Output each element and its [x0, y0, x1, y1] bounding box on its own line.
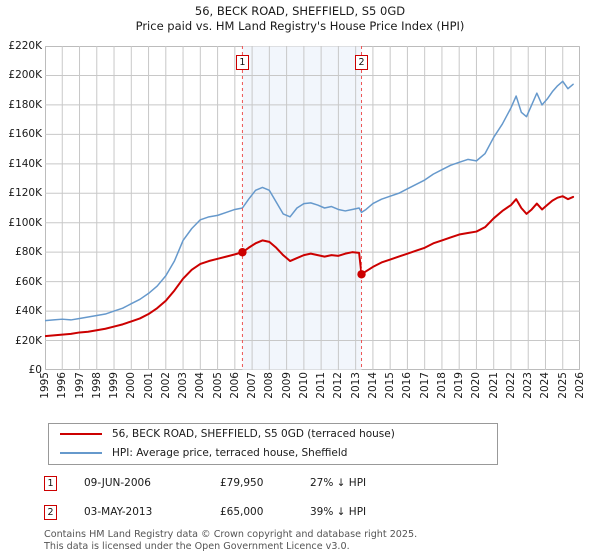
sale-date-1: 09-JUN-2006 [84, 477, 151, 489]
x-axis-tick-label: 2024 [539, 372, 552, 399]
x-axis-tick-label: 2010 [297, 372, 310, 399]
legend-row-hpi: HPI: Average price, terraced house, Shef… [49, 443, 497, 462]
x-axis-tick-label: 2019 [453, 372, 466, 399]
x-axis-tick-label: 2008 [263, 372, 276, 399]
y-axis-tick-label: £220K [8, 40, 42, 52]
footer-line-2: This data is licensed under the Open Gov… [44, 540, 350, 552]
chart-title-block: 56, BECK ROAD, SHEFFIELD, S5 0GD Price p… [0, 4, 600, 34]
x-axis-tick-label: 2004 [194, 372, 207, 399]
page-title: 56, BECK ROAD, SHEFFIELD, S5 0GD [194, 4, 406, 18]
footer-line-1: Contains HM Land Registry data © Crown c… [44, 529, 418, 540]
y-axis-tick-label: £40K [15, 305, 42, 318]
x-axis-tick-label: 2001 [142, 372, 155, 399]
sale-date-2: 03-MAY-2013 [84, 506, 153, 518]
y-axis-tick-label: £0 [28, 364, 42, 376]
x-axis-tick-label: 2017 [418, 372, 431, 399]
legend-row-price-paid: 56, BECK ROAD, SHEFFIELD, S5 0GD (terrac… [49, 424, 497, 443]
legend-label-price-paid: 56, BECK ROAD, SHEFFIELD, S5 0GD (terrac… [112, 427, 395, 440]
x-axis-tick-label: 2023 [522, 372, 535, 399]
x-axis-tick-label: 2015 [384, 372, 397, 399]
sale-badge-1: 1 [44, 476, 57, 491]
x-axis-tick-label: 2003 [177, 372, 190, 399]
marker-flag-2[interactable]: 2 [355, 55, 368, 70]
y-axis-tick-label: £120K [8, 187, 42, 200]
x-axis-tick-label: 1997 [73, 372, 86, 399]
y-axis-tick-label: £160K [8, 128, 42, 141]
legend-swatch-hpi [60, 451, 102, 454]
sale-price-2: £65,000 [220, 506, 264, 518]
x-axis-labels: 1995 1996 1997 1998 1999 2000 2001 2002 2003 2004… [39, 372, 586, 416]
chart-gridlines [45, 46, 580, 370]
x-axis-tick-label: 2012 [332, 372, 345, 399]
legend-swatch-price-paid [60, 432, 102, 435]
sale-delta-1: 27% ↓ HPI [310, 477, 367, 489]
page-subtitle: Price paid vs. HM Land Registry's House … [135, 19, 465, 33]
x-axis-tick-label: 2007 [246, 372, 259, 399]
sale-row-1[interactable]: 1 09-JUN-2006 £79,950 27% ↓ HPI [44, 476, 514, 494]
marker-flag-1[interactable]: 1 [235, 55, 249, 70]
x-axis-tick-label: 1998 [90, 372, 103, 399]
x-axis-tick-label: 2009 [280, 372, 293, 399]
x-axis-tick-label: 2025 [556, 372, 569, 399]
x-axis-tick-label: 2013 [349, 372, 362, 399]
footer-attribution: Contains HM Land Registry data © Crown c… [44, 529, 584, 552]
x-axis-tick-label: 2020 [470, 372, 483, 399]
y-axis-tick-label: £80K [15, 246, 42, 259]
x-axis-tick-label: 2022 [504, 372, 517, 399]
chart-plot-area[interactable] [45, 46, 580, 370]
y-axis-tick-label: £200K [8, 69, 42, 82]
highlight-band [242, 46, 362, 370]
x-axis-tick-label: 2002 [159, 372, 172, 399]
x-axis-tick-label: 2011 [315, 372, 328, 399]
legend-label-hpi: HPI: Average price, terraced house, Shef… [112, 446, 348, 459]
x-axis-tick-label: 2026 [574, 372, 586, 399]
x-axis-tick-label: 2005 [211, 372, 224, 399]
x-axis-tick-label: 1996 [56, 372, 69, 399]
y-axis-tick-label: £180K [8, 98, 42, 111]
y-axis-tick-label: £140K [8, 157, 42, 170]
x-axis-tick-label: 2018 [435, 372, 448, 399]
y-axis-tick-label: £20K [15, 334, 42, 347]
x-axis-tick-label: 2006 [228, 372, 241, 399]
x-axis-tick-label: 2016 [401, 372, 414, 399]
sale-row-2[interactable]: 2 03-MAY-2013 £65,000 39% ↓ HPI [44, 505, 514, 523]
x-axis-tick-label: 1999 [108, 372, 121, 399]
y-axis-tick-label: £100K [8, 216, 42, 229]
sale-delta-2: 39% ↓ HPI [310, 506, 367, 518]
chart-series [45, 46, 575, 370]
sale-badge-2: 2 [44, 505, 57, 520]
chart-legend: 56, BECK ROAD, SHEFFIELD, S5 0GD (terrac… [48, 423, 498, 465]
x-axis-tick-label: 2021 [487, 372, 500, 399]
y-axis-tick-label: £60K [15, 275, 42, 288]
x-axis-tick-label: 2014 [366, 372, 379, 399]
x-axis-tick-label: 1995 [39, 372, 51, 399]
y-axis-labels: £0 £20K £40K £60K £80K £100K £120K £140K £160K £1… [0, 41, 42, 376]
sale-price-1: £79,950 [220, 477, 264, 489]
x-axis-tick-label: 2000 [125, 372, 138, 399]
